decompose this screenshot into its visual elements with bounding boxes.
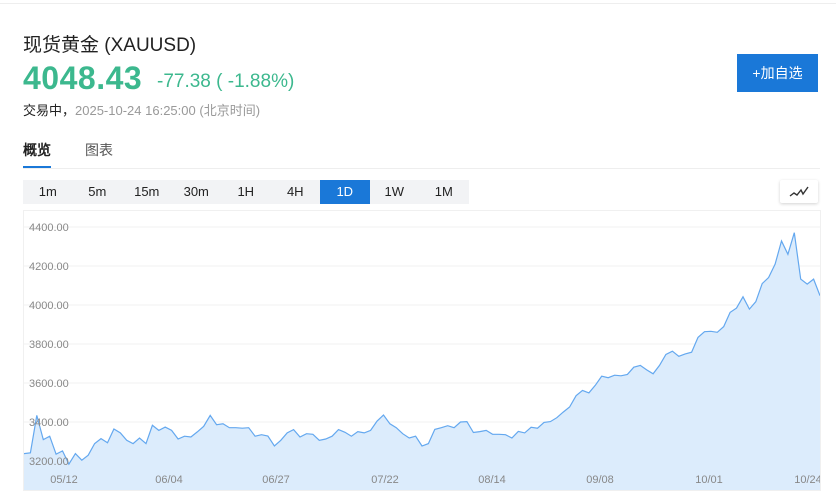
instrument-title: 现货黄金 (XAUUSD)	[23, 35, 197, 56]
status-text: 交易中，	[23, 103, 76, 118]
y-tick-label: 4200.00	[29, 261, 69, 273]
y-tick-label: 3400.00	[29, 417, 69, 429]
line-chart-icon	[789, 186, 809, 197]
period-4h[interactable]: 4H	[286, 184, 304, 199]
period-5m[interactable]: 5m	[88, 184, 107, 199]
y-tick-label: 3200.00	[29, 456, 69, 468]
x-tick-label: 08/14	[478, 474, 506, 486]
x-tick-label: 09/08	[586, 474, 614, 486]
period-15m[interactable]: 15m	[134, 184, 160, 199]
x-tick-label: 07/22	[371, 474, 399, 486]
price-chart[interactable]: 4400.00 4200.00 4000.00 3800.00 3600.00 3400.…	[23, 210, 821, 491]
status-datetime: 2025-10-24 16:25:00	[75, 103, 196, 118]
y-tick-label: 4400.00	[29, 222, 69, 234]
y-tick-label: 3800.00	[29, 339, 69, 351]
x-tick-label: 10/24	[794, 474, 821, 486]
status-timezone: (北京时间)	[199, 103, 261, 118]
period-1m[interactable]: 1m	[38, 184, 57, 199]
period-30m[interactable]: 30m	[183, 184, 209, 199]
price-change: -77.38 ( -1.88%)	[157, 71, 295, 92]
chart-type-button[interactable]	[780, 180, 818, 203]
period-1mo[interactable]: 1M	[434, 184, 453, 199]
tab-chart[interactable]: 图表	[85, 142, 113, 158]
trading-status: 交易中，2025-10-24 16:25:00 (北京时间)	[23, 100, 260, 119]
x-tick-label: 05/12	[50, 474, 78, 486]
y-tick-label: 3600.00	[29, 378, 69, 390]
price-area	[24, 232, 820, 490]
main-tabs: 概览 图表	[23, 140, 113, 168]
tabs-divider	[23, 168, 820, 169]
period-1h[interactable]: 1H	[237, 184, 255, 199]
y-tick-label: 4000.00	[29, 300, 69, 312]
x-tick-label: 06/27	[262, 474, 290, 486]
price-chart-svg: 4400.00 4200.00 4000.00 3800.00 3600.00 3400.…	[24, 222, 821, 490]
price-line	[24, 232, 820, 466]
top-divider	[0, 3, 836, 4]
x-tick-label: 06/04	[155, 474, 183, 486]
period-1w[interactable]: 1W	[384, 184, 405, 199]
period-selector: 1m 5m 15m 30m 1H 4H 1D 1W 1M	[23, 180, 469, 204]
tab-overview[interactable]: 概览	[23, 140, 51, 168]
period-1d[interactable]: 1D	[320, 180, 370, 204]
x-tick-label: 10/01	[695, 474, 723, 486]
current-price: 4048.43	[23, 60, 143, 96]
add-watchlist-button[interactable]: +加自选	[737, 54, 818, 92]
